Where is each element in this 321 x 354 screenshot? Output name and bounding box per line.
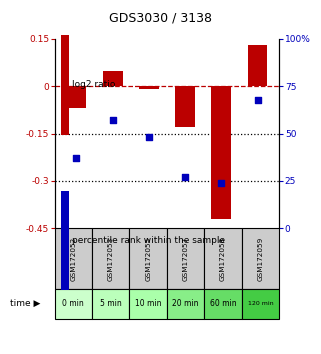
Point (146, 135, 152, 140)
Bar (139, 86, 159, 90)
Bar (242, 228, 279, 289)
Text: 5 min: 5 min (100, 299, 122, 308)
Point (255, 97, 260, 102)
Text: percentile rank within the sample: percentile rank within the sample (72, 236, 225, 245)
Point (182, 175, 187, 180)
Text: 20 min: 20 min (172, 299, 199, 308)
Point (74, 155, 79, 161)
Point (110, 118, 115, 123)
Bar (242, 289, 279, 319)
Bar (103, 70, 123, 86)
Text: GSM172055: GSM172055 (145, 236, 151, 280)
Bar (167, 289, 204, 319)
Text: GSM172058: GSM172058 (220, 236, 226, 280)
Bar (92, 228, 129, 289)
Point (219, 180, 224, 186)
Bar (175, 86, 195, 127)
Bar (211, 86, 231, 219)
Bar (129, 289, 167, 319)
Text: log2 ratio: log2 ratio (72, 80, 116, 90)
Text: 120 min: 120 min (248, 301, 273, 306)
Bar (204, 228, 242, 289)
Bar (66, 86, 86, 108)
Text: 60 min: 60 min (210, 299, 236, 308)
Text: 0 min: 0 min (62, 299, 84, 308)
Bar (129, 228, 167, 289)
Text: 10 min: 10 min (135, 299, 161, 308)
Text: GSM172053: GSM172053 (108, 236, 114, 280)
Bar (55, 228, 92, 289)
Text: GDS3030 / 3138: GDS3030 / 3138 (109, 12, 212, 25)
Bar (247, 45, 267, 86)
Text: GSM172052: GSM172052 (70, 236, 76, 280)
Text: GSM172059: GSM172059 (257, 236, 264, 280)
Text: GSM172057: GSM172057 (183, 236, 189, 280)
Text: time ▶: time ▶ (10, 299, 40, 308)
Bar (92, 289, 129, 319)
Bar (55, 289, 92, 319)
Bar (167, 228, 204, 289)
Bar (204, 289, 242, 319)
